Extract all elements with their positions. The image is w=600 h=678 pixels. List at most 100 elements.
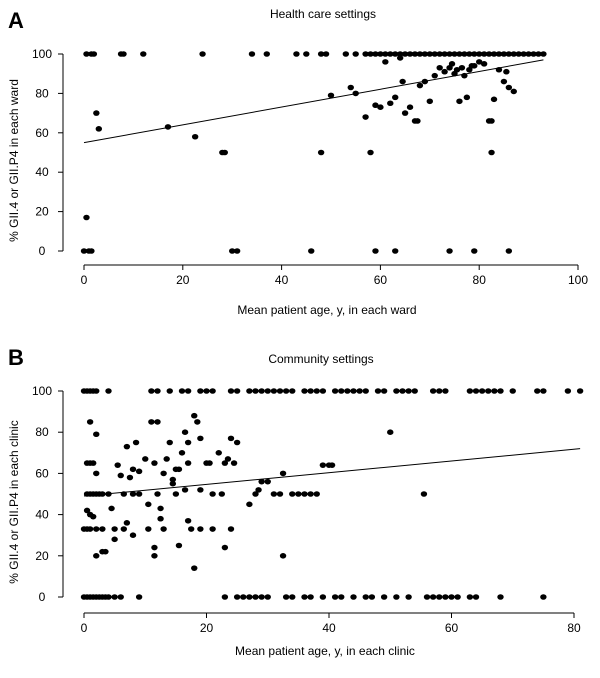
trend-line	[83, 448, 581, 497]
data-point	[203, 388, 210, 394]
data-point	[120, 526, 128, 532]
data-point	[387, 51, 394, 57]
data-point	[209, 526, 216, 532]
data-point	[472, 594, 480, 600]
data-point	[350, 594, 357, 600]
y-tick-label: 100	[32, 384, 52, 398]
data-point	[476, 51, 483, 57]
data-point	[248, 51, 256, 57]
data-point	[453, 66, 461, 73]
data-point	[485, 388, 492, 394]
y-tick-label: 40	[35, 508, 49, 522]
data-point	[258, 594, 265, 600]
data-point	[154, 491, 161, 497]
x-tick-label: 80	[567, 621, 581, 635]
data-point	[429, 594, 437, 600]
data-point	[352, 51, 359, 57]
data-point	[540, 51, 547, 57]
data-point	[181, 429, 189, 436]
data-point	[117, 472, 124, 479]
data-point	[448, 594, 455, 600]
data-point	[197, 388, 204, 394]
x-tick-label: 0	[81, 621, 88, 635]
data-point	[140, 51, 147, 57]
data-point	[331, 388, 339, 394]
y-axis-label: % GII.4 or GII.P4 in each clinic	[7, 420, 21, 583]
x-axis-label: Mean patient age, y, in each clinic	[235, 644, 415, 658]
data-point	[540, 594, 547, 600]
data-point	[421, 78, 429, 85]
data-point	[387, 100, 394, 107]
data-point	[327, 92, 335, 99]
data-point	[488, 149, 495, 156]
data-point	[441, 51, 448, 57]
data-point	[230, 460, 238, 466]
data-point	[380, 594, 388, 600]
data-point	[157, 515, 164, 522]
x-tick-label: 20	[200, 621, 214, 635]
data-point	[246, 388, 253, 394]
data-point	[491, 388, 498, 394]
data-point	[199, 51, 206, 57]
data-point	[197, 435, 204, 442]
x-tick-label: 40	[322, 621, 336, 635]
data-point	[471, 63, 478, 69]
data-point	[420, 491, 428, 497]
data-point	[160, 470, 167, 477]
data-point	[255, 487, 262, 493]
data-point	[135, 491, 143, 497]
data-point	[406, 51, 414, 57]
data-point	[431, 72, 438, 79]
data-point	[406, 104, 414, 110]
x-tick-label: 40	[275, 273, 289, 287]
data-point	[466, 594, 474, 600]
data-point	[466, 51, 473, 57]
data-point	[307, 594, 314, 600]
data-point	[120, 51, 127, 57]
data-point	[157, 505, 164, 512]
data-point	[105, 594, 112, 600]
data-point	[472, 388, 480, 394]
data-point	[490, 51, 498, 57]
data-point	[282, 594, 290, 600]
data-point	[166, 388, 173, 394]
chart-title: Community settings	[268, 352, 373, 366]
data-point	[497, 388, 504, 394]
data-point	[270, 491, 278, 497]
data-point	[414, 118, 421, 124]
data-point	[293, 51, 300, 57]
data-point	[114, 462, 121, 468]
data-point	[111, 526, 118, 532]
data-point	[197, 487, 204, 493]
data-point	[105, 388, 112, 394]
data-point	[576, 388, 584, 394]
data-point	[264, 594, 271, 600]
data-point	[377, 104, 384, 110]
data-point	[86, 419, 94, 425]
data-point	[178, 388, 186, 394]
data-point	[282, 388, 290, 394]
data-point	[166, 439, 173, 446]
data-point	[117, 594, 124, 600]
data-point	[451, 51, 458, 57]
data-point	[229, 248, 236, 254]
data-point	[145, 501, 152, 508]
data-point	[102, 548, 109, 555]
y-tick-label: 80	[35, 425, 49, 439]
data-point	[368, 594, 376, 600]
data-point	[246, 594, 253, 600]
data-point	[89, 460, 97, 466]
y-tick-label: 40	[35, 165, 49, 179]
data-point	[372, 51, 379, 57]
data-point	[423, 594, 431, 600]
data-point	[93, 526, 100, 532]
data-point	[372, 102, 379, 109]
data-point	[454, 594, 461, 600]
data-point	[442, 594, 449, 600]
data-point	[191, 565, 198, 571]
data-point	[331, 594, 339, 600]
x-tick-label: 0	[81, 273, 88, 287]
data-point	[233, 439, 241, 446]
data-point	[263, 51, 270, 57]
panel-a-letter: A	[8, 8, 24, 33]
